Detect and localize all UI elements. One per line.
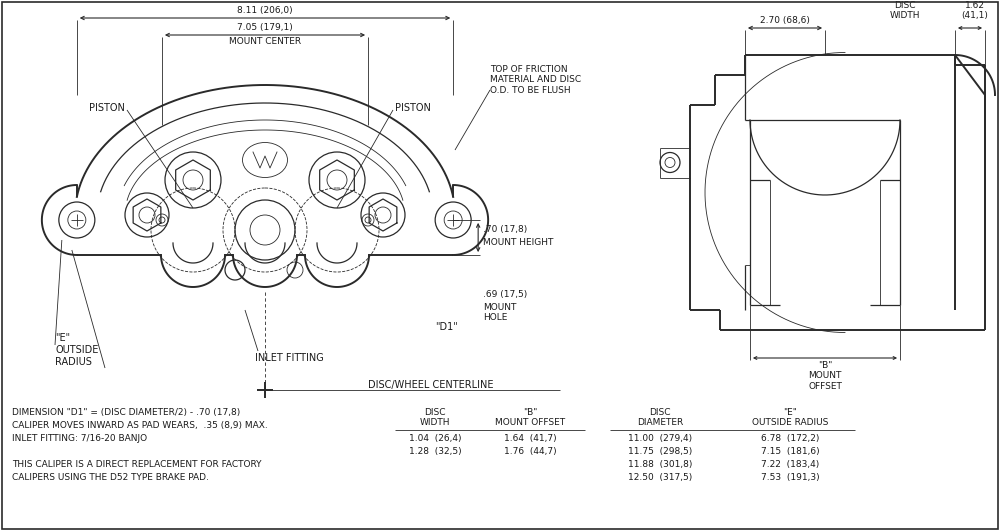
Text: 1.62
(41,1): 1.62 (41,1) <box>962 1 988 20</box>
Text: .69 (17,5): .69 (17,5) <box>483 290 527 299</box>
Text: .70 (17,8): .70 (17,8) <box>483 225 527 234</box>
Text: 8.11 (206,0): 8.11 (206,0) <box>237 6 293 15</box>
Text: DISC
DIAMETER: DISC DIAMETER <box>637 408 683 427</box>
Text: 2.70 (68,6): 2.70 (68,6) <box>760 16 810 25</box>
Text: 7.53  (191,3): 7.53 (191,3) <box>761 473 819 482</box>
Text: 7.22  (183,4): 7.22 (183,4) <box>761 460 819 469</box>
Text: 6.78  (172,2): 6.78 (172,2) <box>761 434 819 443</box>
Text: "B"
MOUNT
OFFSET: "B" MOUNT OFFSET <box>808 361 842 391</box>
Text: 7.15  (181,6): 7.15 (181,6) <box>761 447 819 456</box>
Text: 1.28  (32,5): 1.28 (32,5) <box>409 447 461 456</box>
Text: DISC
WIDTH: DISC WIDTH <box>420 408 450 427</box>
Text: 1.76  (44,7): 1.76 (44,7) <box>504 447 556 456</box>
Text: PISTON: PISTON <box>395 103 431 113</box>
Text: "E": "E" <box>55 333 70 343</box>
Text: OUTSIDE: OUTSIDE <box>55 345 98 355</box>
Text: 11.00  (279,4): 11.00 (279,4) <box>628 434 692 443</box>
Text: 7.05 (179,1): 7.05 (179,1) <box>237 23 293 32</box>
Text: DIMENSION "D1" = (DISC DIAMETER/2) - .70 (17,8): DIMENSION "D1" = (DISC DIAMETER/2) - .70… <box>12 408 240 417</box>
Text: PISTON: PISTON <box>89 103 125 113</box>
Text: CALIPER MOVES INWARD AS PAD WEARS,  .35 (8,9) MAX.: CALIPER MOVES INWARD AS PAD WEARS, .35 (… <box>12 421 268 430</box>
Text: RADIUS: RADIUS <box>55 357 92 367</box>
Text: 1.04  (26,4): 1.04 (26,4) <box>409 434 461 443</box>
Text: MOUNT CENTER: MOUNT CENTER <box>229 37 301 46</box>
Text: 11.88  (301,8): 11.88 (301,8) <box>628 460 692 469</box>
Text: INLET FITTING: 7/16-20 BANJO: INLET FITTING: 7/16-20 BANJO <box>12 434 147 443</box>
Text: "E"
OUTSIDE RADIUS: "E" OUTSIDE RADIUS <box>752 408 828 427</box>
Text: "B"
MOUNT OFFSET: "B" MOUNT OFFSET <box>495 408 565 427</box>
Text: DISC/WHEEL CENTERLINE: DISC/WHEEL CENTERLINE <box>368 380 494 390</box>
Text: TOP OF FRICTION
MATERIAL AND DISC
O.D. TO BE FLUSH: TOP OF FRICTION MATERIAL AND DISC O.D. T… <box>490 65 581 95</box>
Text: 11.75  (298,5): 11.75 (298,5) <box>628 447 692 456</box>
Text: THIS CALIPER IS A DIRECT REPLACEMENT FOR FACTORY: THIS CALIPER IS A DIRECT REPLACEMENT FOR… <box>12 460 262 469</box>
Text: 1.64  (41,7): 1.64 (41,7) <box>504 434 556 443</box>
Text: "D1": "D1" <box>435 322 458 332</box>
Text: INLET FITTING: INLET FITTING <box>255 353 324 363</box>
Text: CALIPERS USING THE D52 TYPE BRAKE PAD.: CALIPERS USING THE D52 TYPE BRAKE PAD. <box>12 473 209 482</box>
Text: MOUNT HEIGHT: MOUNT HEIGHT <box>483 238 554 247</box>
Text: DISC
WIDTH: DISC WIDTH <box>890 1 920 20</box>
Text: MOUNT
HOLE: MOUNT HOLE <box>483 303 517 322</box>
Text: 12.50  (317,5): 12.50 (317,5) <box>628 473 692 482</box>
